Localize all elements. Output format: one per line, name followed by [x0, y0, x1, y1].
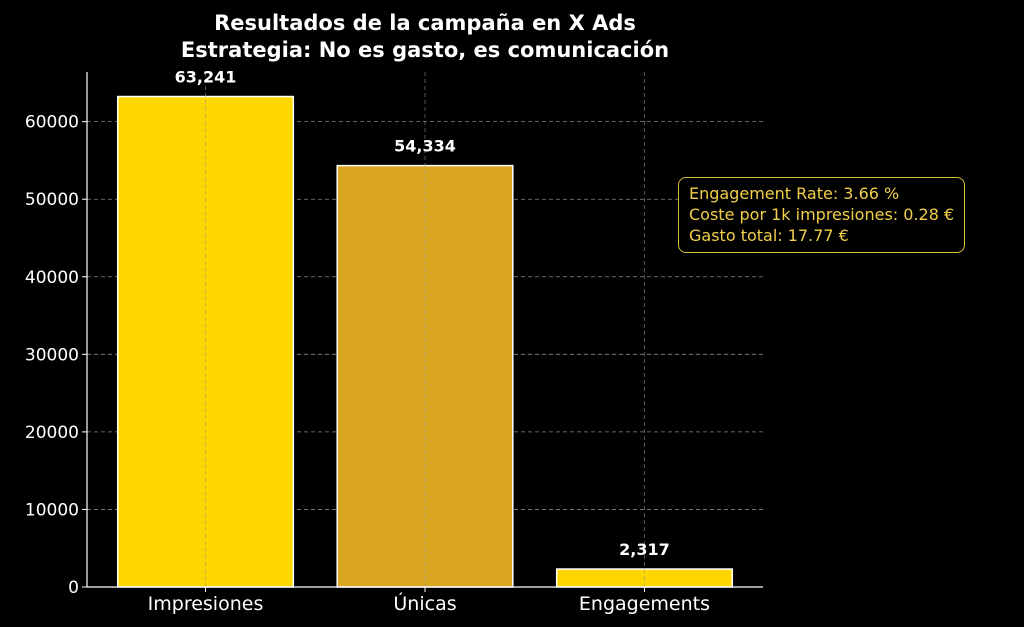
data-label: 2,317 [619, 540, 670, 559]
x-tick-label: Únicas [393, 591, 456, 615]
y-tick-label: 10000 [25, 500, 79, 520]
y-tick-label: 60000 [25, 113, 79, 133]
title-line: Resultados de la campaña en X Ads [214, 11, 636, 35]
data-label: 54,334 [394, 137, 456, 156]
metrics-annotation-box: Engagement Rate: 3.66 % Coste por 1k imp… [678, 177, 966, 253]
total-spend-text: Gasto total: 17.77 € [689, 226, 849, 245]
chart-title: Resultados de la campaña en X Ads Estrat… [87, 10, 763, 64]
y-tick-label: 40000 [25, 268, 79, 288]
y-tick-label: 30000 [25, 345, 79, 365]
data-label: 63,241 [175, 68, 237, 87]
x-tick-label: Impresiones [148, 593, 264, 615]
engagement-rate-text: Engagement Rate: 3.66 % [689, 184, 900, 203]
cpm-text: Coste por 1k impresiones: 0.28 € [689, 205, 955, 224]
x-tick-label: Engagements [579, 593, 710, 615]
y-tick-label: 20000 [25, 423, 79, 443]
y-tick-label: 50000 [25, 190, 79, 210]
subtitle-line: Estrategia: No es gasto, es comunicación [180, 38, 670, 62]
y-tick-label: 0 [68, 578, 79, 598]
